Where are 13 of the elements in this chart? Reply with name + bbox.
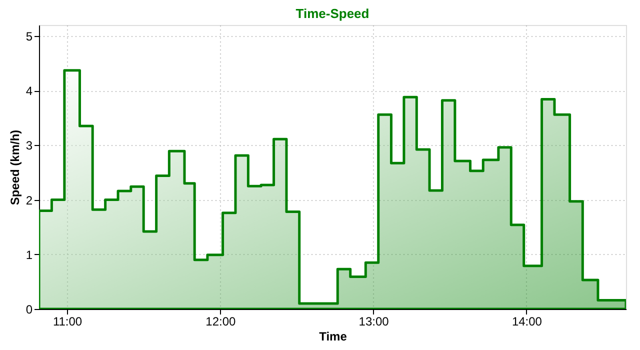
y-tick-label: 2 [26, 193, 33, 208]
y-axis-title: Speed (km/h) [8, 130, 22, 206]
y-tick-label: 5 [26, 29, 33, 44]
y-tick-label: 3 [26, 138, 33, 153]
x-tick-label: 12:00 [206, 314, 236, 328]
x-tick-label: 13:00 [358, 314, 390, 328]
chart-title: Time-Speed [296, 6, 370, 21]
y-tick-label: 4 [26, 84, 33, 98]
x-axis-title: Time [319, 330, 348, 344]
y-tick-label: 0 [26, 302, 33, 316]
y-tick-label: 1 [26, 248, 33, 262]
x-tick-label: 11:00 [52, 314, 82, 328]
x-tick-label: 14:00 [512, 314, 542, 328]
